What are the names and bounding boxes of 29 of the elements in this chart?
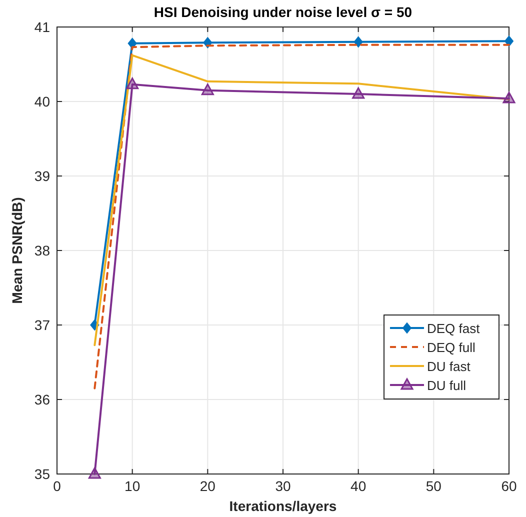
x-axis-title: Iterations/layers [229,498,337,514]
x-tick-label: 50 [426,478,442,494]
chart-title: HSI Denoising under noise level σ = 50 [154,4,412,20]
y-tick-label: 41 [34,19,50,35]
legend-label: DEQ fast [427,321,480,336]
point [352,87,365,99]
legend-label: DU fast [427,359,471,374]
y-tick-label: 37 [34,317,50,333]
y-tick-label: 35 [34,466,50,482]
point [128,38,137,49]
x-tick-label: 60 [501,478,517,494]
point [201,84,214,96]
point [88,467,101,479]
point [126,78,139,90]
x-tick-label: 10 [124,478,140,494]
x-tick-label: 0 [53,478,62,494]
y-tick-label: 36 [34,392,50,408]
x-tick-label: 30 [275,478,291,494]
y-tick-label: 39 [34,168,50,184]
legend-label: DU full [427,378,466,393]
point [354,36,363,48]
y-tick-label: 38 [34,242,50,258]
point [504,36,514,47]
x-tick-label: 40 [350,478,366,494]
y-tick-label: 40 [34,94,50,110]
y-axis-title: Mean PSNR(dB) [9,197,25,304]
x-tick-label: 20 [200,478,216,494]
point [502,92,516,104]
legend-label: DEQ full [427,340,476,355]
